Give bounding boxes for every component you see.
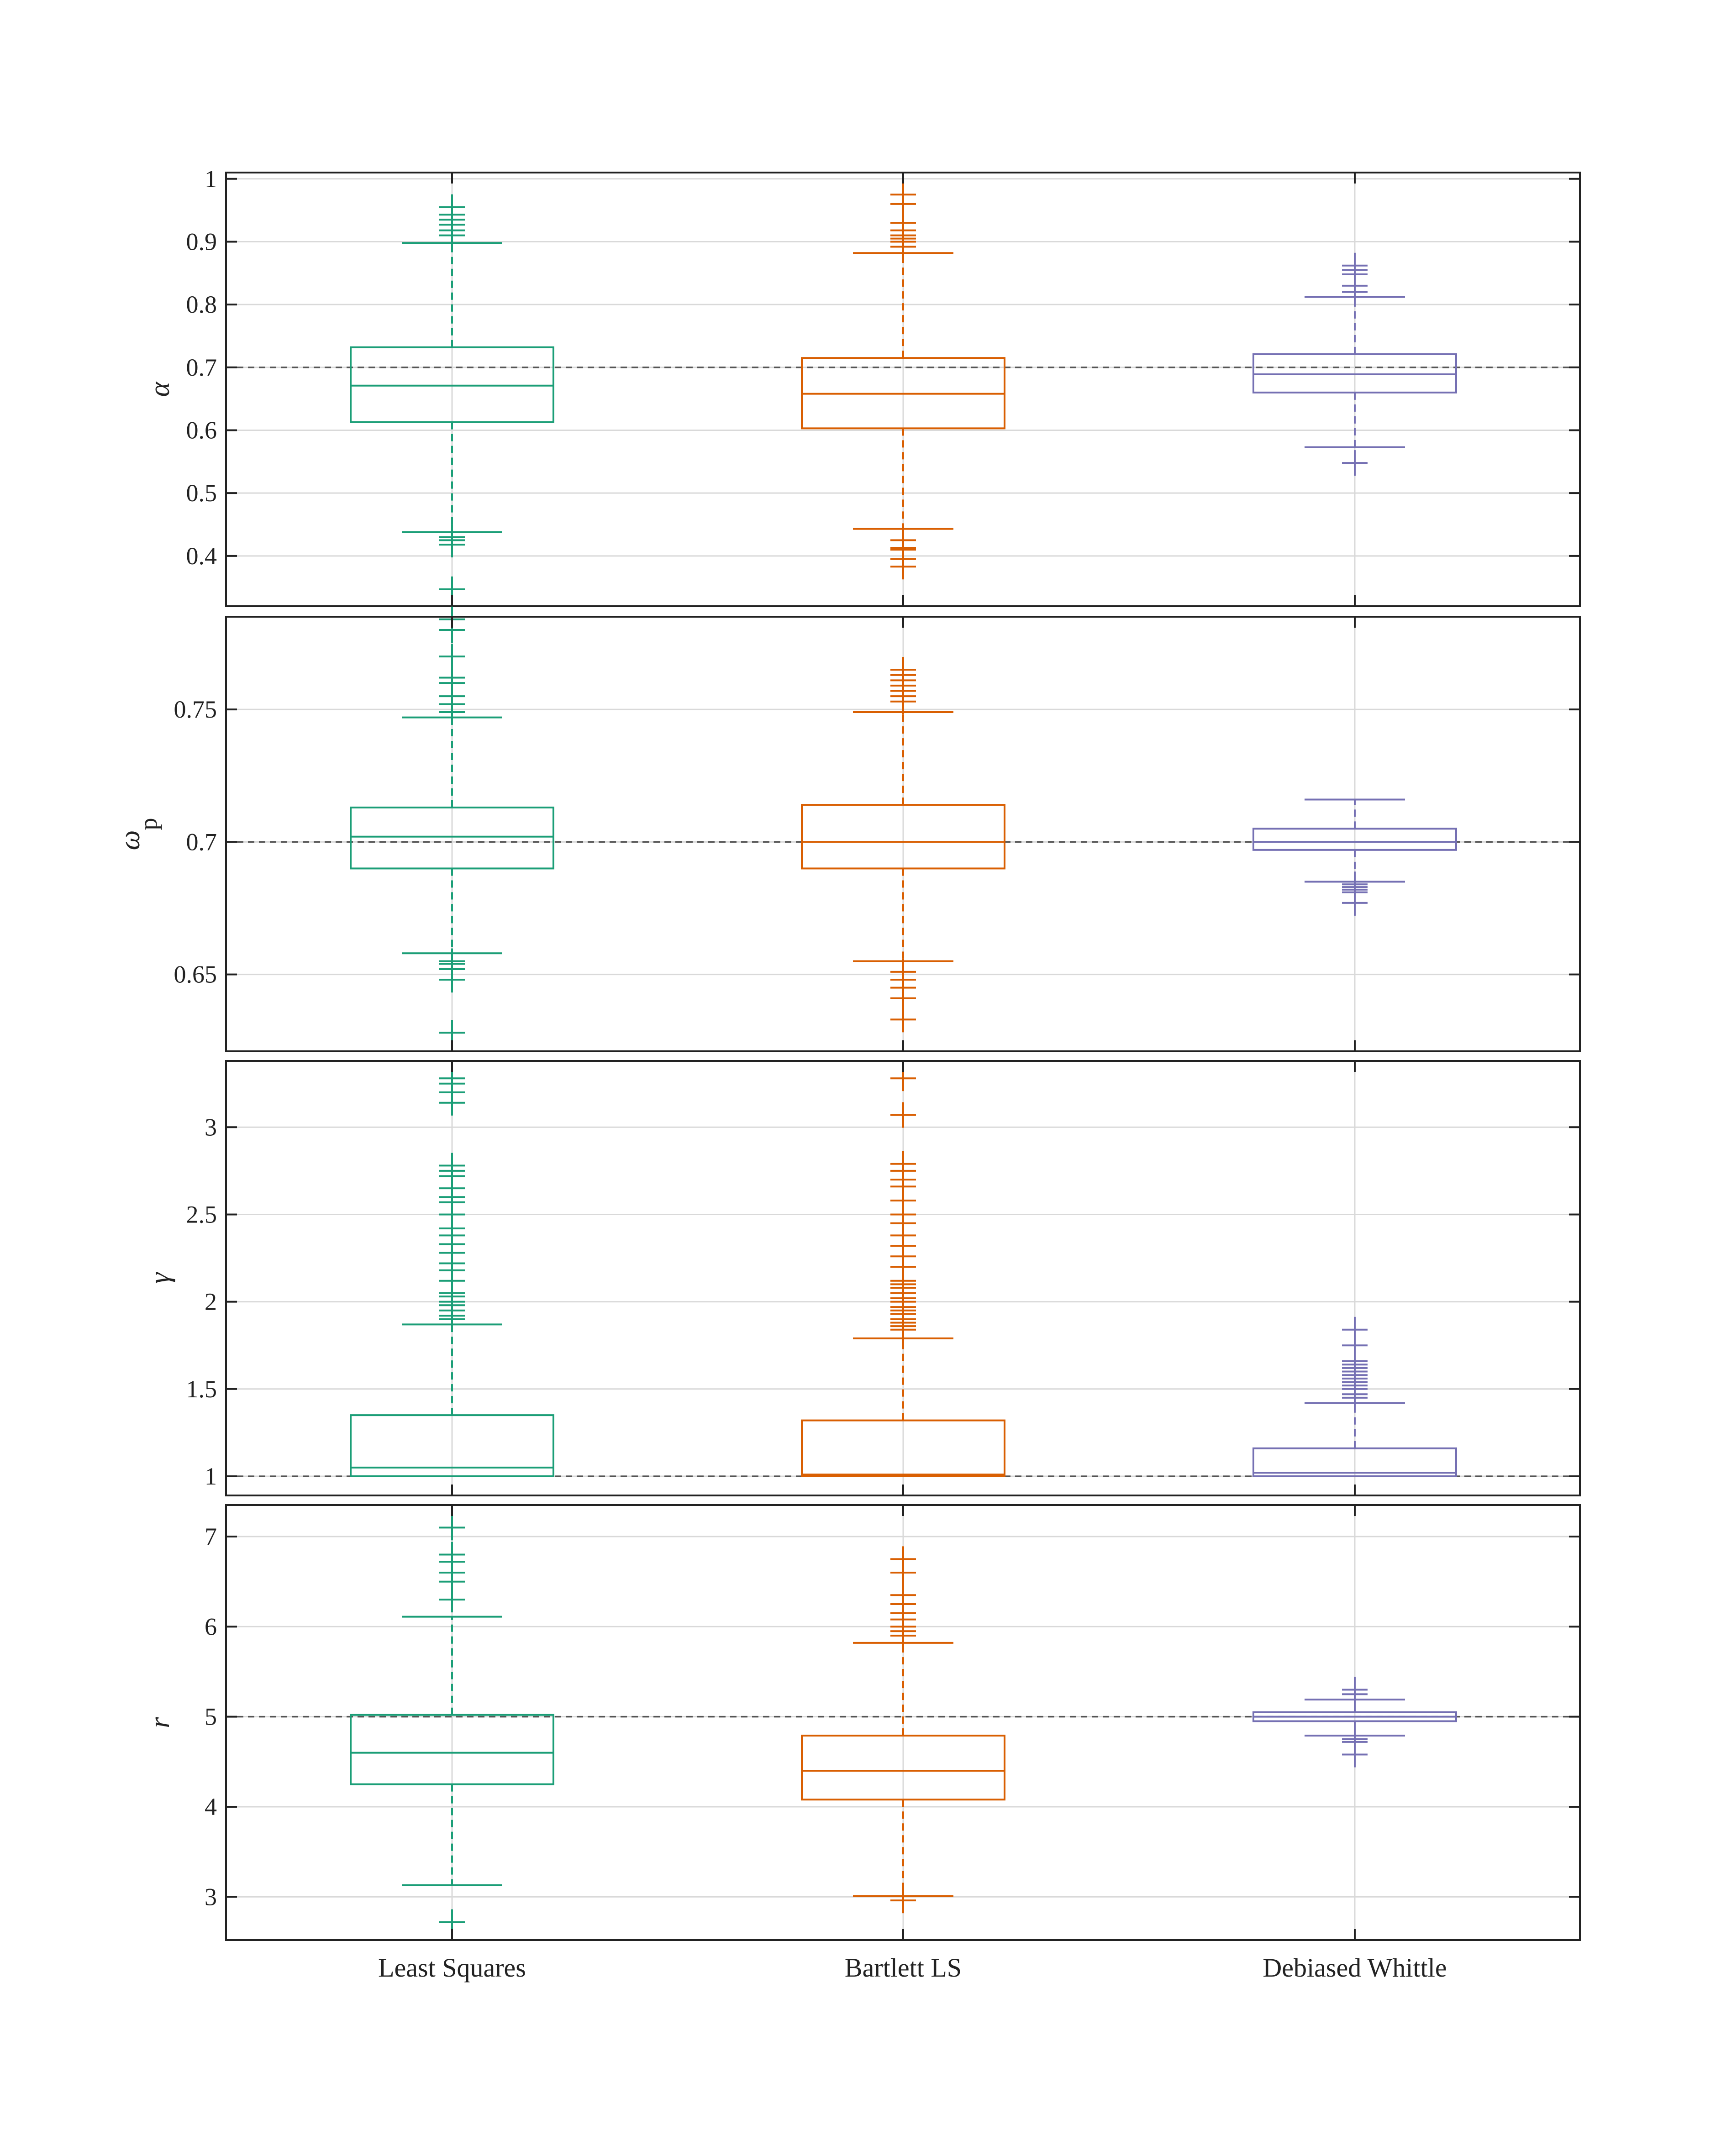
ytick-label: 0.8 (186, 291, 217, 318)
outlier-marker (890, 1888, 916, 1914)
box-iqr (1252, 1447, 1457, 1477)
ytick-label: 1 (205, 1463, 217, 1490)
ytick-label: 0.9 (186, 228, 217, 255)
outlier-marker (1342, 1677, 1368, 1703)
box-debiased-whittle (1252, 798, 1457, 916)
y-axis-label: γ (144, 1272, 175, 1284)
ytick-label: 0.5 (186, 479, 217, 507)
y-axis-label: r (144, 1717, 175, 1728)
ytick-label: 4 (205, 1793, 217, 1820)
ytick-label: 1.5 (186, 1375, 217, 1403)
outlier-marker (890, 182, 916, 208)
y-axis-label-sub: p (135, 818, 162, 830)
ytick-label: 1 (205, 165, 217, 193)
panel-gamma: 1 1.5 2 2.5 3 γ (144, 1060, 1581, 1496)
box-iqr (350, 806, 554, 870)
x-category-label: Least Squares (378, 1953, 526, 1983)
ytick-label: 0.7 (186, 354, 217, 381)
ytick-label: 0.6 (186, 416, 217, 444)
box-bartlett-ls (801, 657, 1005, 1033)
box-iqr (1252, 353, 1457, 393)
panel-alpha: 0.4 0.5 0.6 0.7 0.8 0.9 1 α (144, 165, 1581, 607)
outlier-marker (890, 1582, 916, 1608)
box-iqr (1252, 828, 1457, 851)
outlier-marker (439, 1515, 465, 1541)
box-least-squares (350, 606, 554, 1046)
ytick-label: 3 (205, 1113, 217, 1141)
x-category-label: Bartlett LS (845, 1953, 962, 1983)
y-axis-label-main: γ (144, 1272, 175, 1284)
ytick-label: 0.75 (174, 696, 217, 723)
box-bartlett-ls (801, 182, 1005, 580)
box-debiased-whittle (1252, 252, 1457, 476)
box-least-squares (350, 1065, 554, 1477)
outlier-marker (1342, 1726, 1368, 1752)
ytick-label: 7 (205, 1523, 217, 1550)
ytick-label: 0.7 (186, 828, 217, 855)
ytick-label: 3 (205, 1883, 217, 1910)
box-iqr (350, 1714, 554, 1785)
outlier-marker (439, 524, 465, 550)
panel-r: 3 4 5 6 7 r (144, 1504, 1581, 1941)
outlier-marker (1342, 1317, 1368, 1343)
box-iqr (801, 1419, 1005, 1477)
outlier-marker (439, 948, 465, 974)
ytick-label: 2 (205, 1288, 217, 1316)
outlier-marker (1342, 252, 1368, 278)
outlier-marker (439, 644, 465, 670)
outlier-marker (890, 657, 916, 683)
x-category-label: Debiased Whittle (1263, 1953, 1447, 1983)
outlier-marker (439, 1542, 465, 1568)
y-axis-label: ωp (115, 818, 162, 850)
y-axis-label-main: r (144, 1717, 175, 1728)
box-iqr (801, 804, 1005, 870)
box-iqr (350, 346, 554, 423)
box-iqr (350, 1414, 554, 1477)
y-axis-label: α (144, 381, 175, 397)
outlier-marker (890, 1151, 916, 1177)
box-iqr (801, 1735, 1005, 1801)
outlier-marker (890, 1102, 916, 1128)
outlier-marker (439, 194, 465, 220)
y-axis-label-main: ω (115, 830, 146, 850)
box-bartlett-ls (801, 1546, 1005, 1914)
box-least-squares (350, 1515, 554, 1935)
ytick-label: 0.4 (186, 542, 217, 570)
ytick-label: 6 (205, 1613, 217, 1640)
outlier-marker (1342, 871, 1368, 897)
outlier-marker (890, 1546, 916, 1572)
outlier-marker (1342, 450, 1368, 476)
box-debiased-whittle (1252, 1677, 1457, 1768)
outlier-marker (890, 527, 916, 553)
outlier-marker (890, 959, 916, 985)
ytick-label: 2.5 (186, 1201, 217, 1228)
box-bartlett-ls (801, 1065, 1005, 1477)
ytick-label: 0.65 (174, 961, 217, 988)
box-debiased-whittle (1252, 1317, 1457, 1477)
panel-omega_p: 0.65 0.7 0.75 ωp (115, 606, 1581, 1052)
y-axis-label-main: α (144, 381, 175, 397)
ytick-label: 5 (205, 1703, 217, 1731)
outlier-marker (439, 1153, 465, 1179)
